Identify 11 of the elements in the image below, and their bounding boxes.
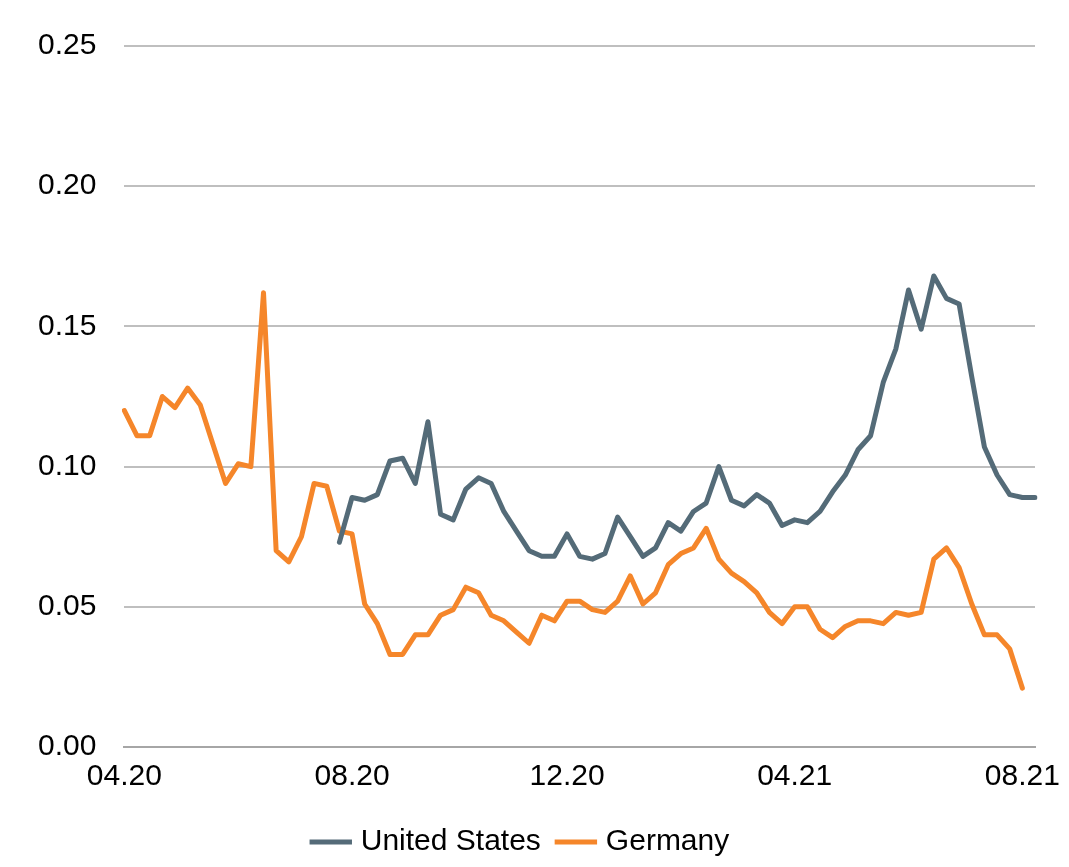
legend-label: United States [360,823,541,857]
x-tick-label: 08.21 [984,758,1060,792]
y-tick-label: 0.20 [38,167,97,201]
y-tick-label: 0.25 [38,27,97,61]
y-tick-label: 0.10 [38,447,97,481]
legend-label: Germany [605,823,730,857]
x-tick-label: 12.20 [529,758,605,792]
x-tick-label: 08.20 [314,758,390,792]
y-tick-label: 0.15 [38,307,97,341]
x-tick-label: 04.21 [757,758,833,792]
y-tick-label: 0.05 [38,588,97,622]
